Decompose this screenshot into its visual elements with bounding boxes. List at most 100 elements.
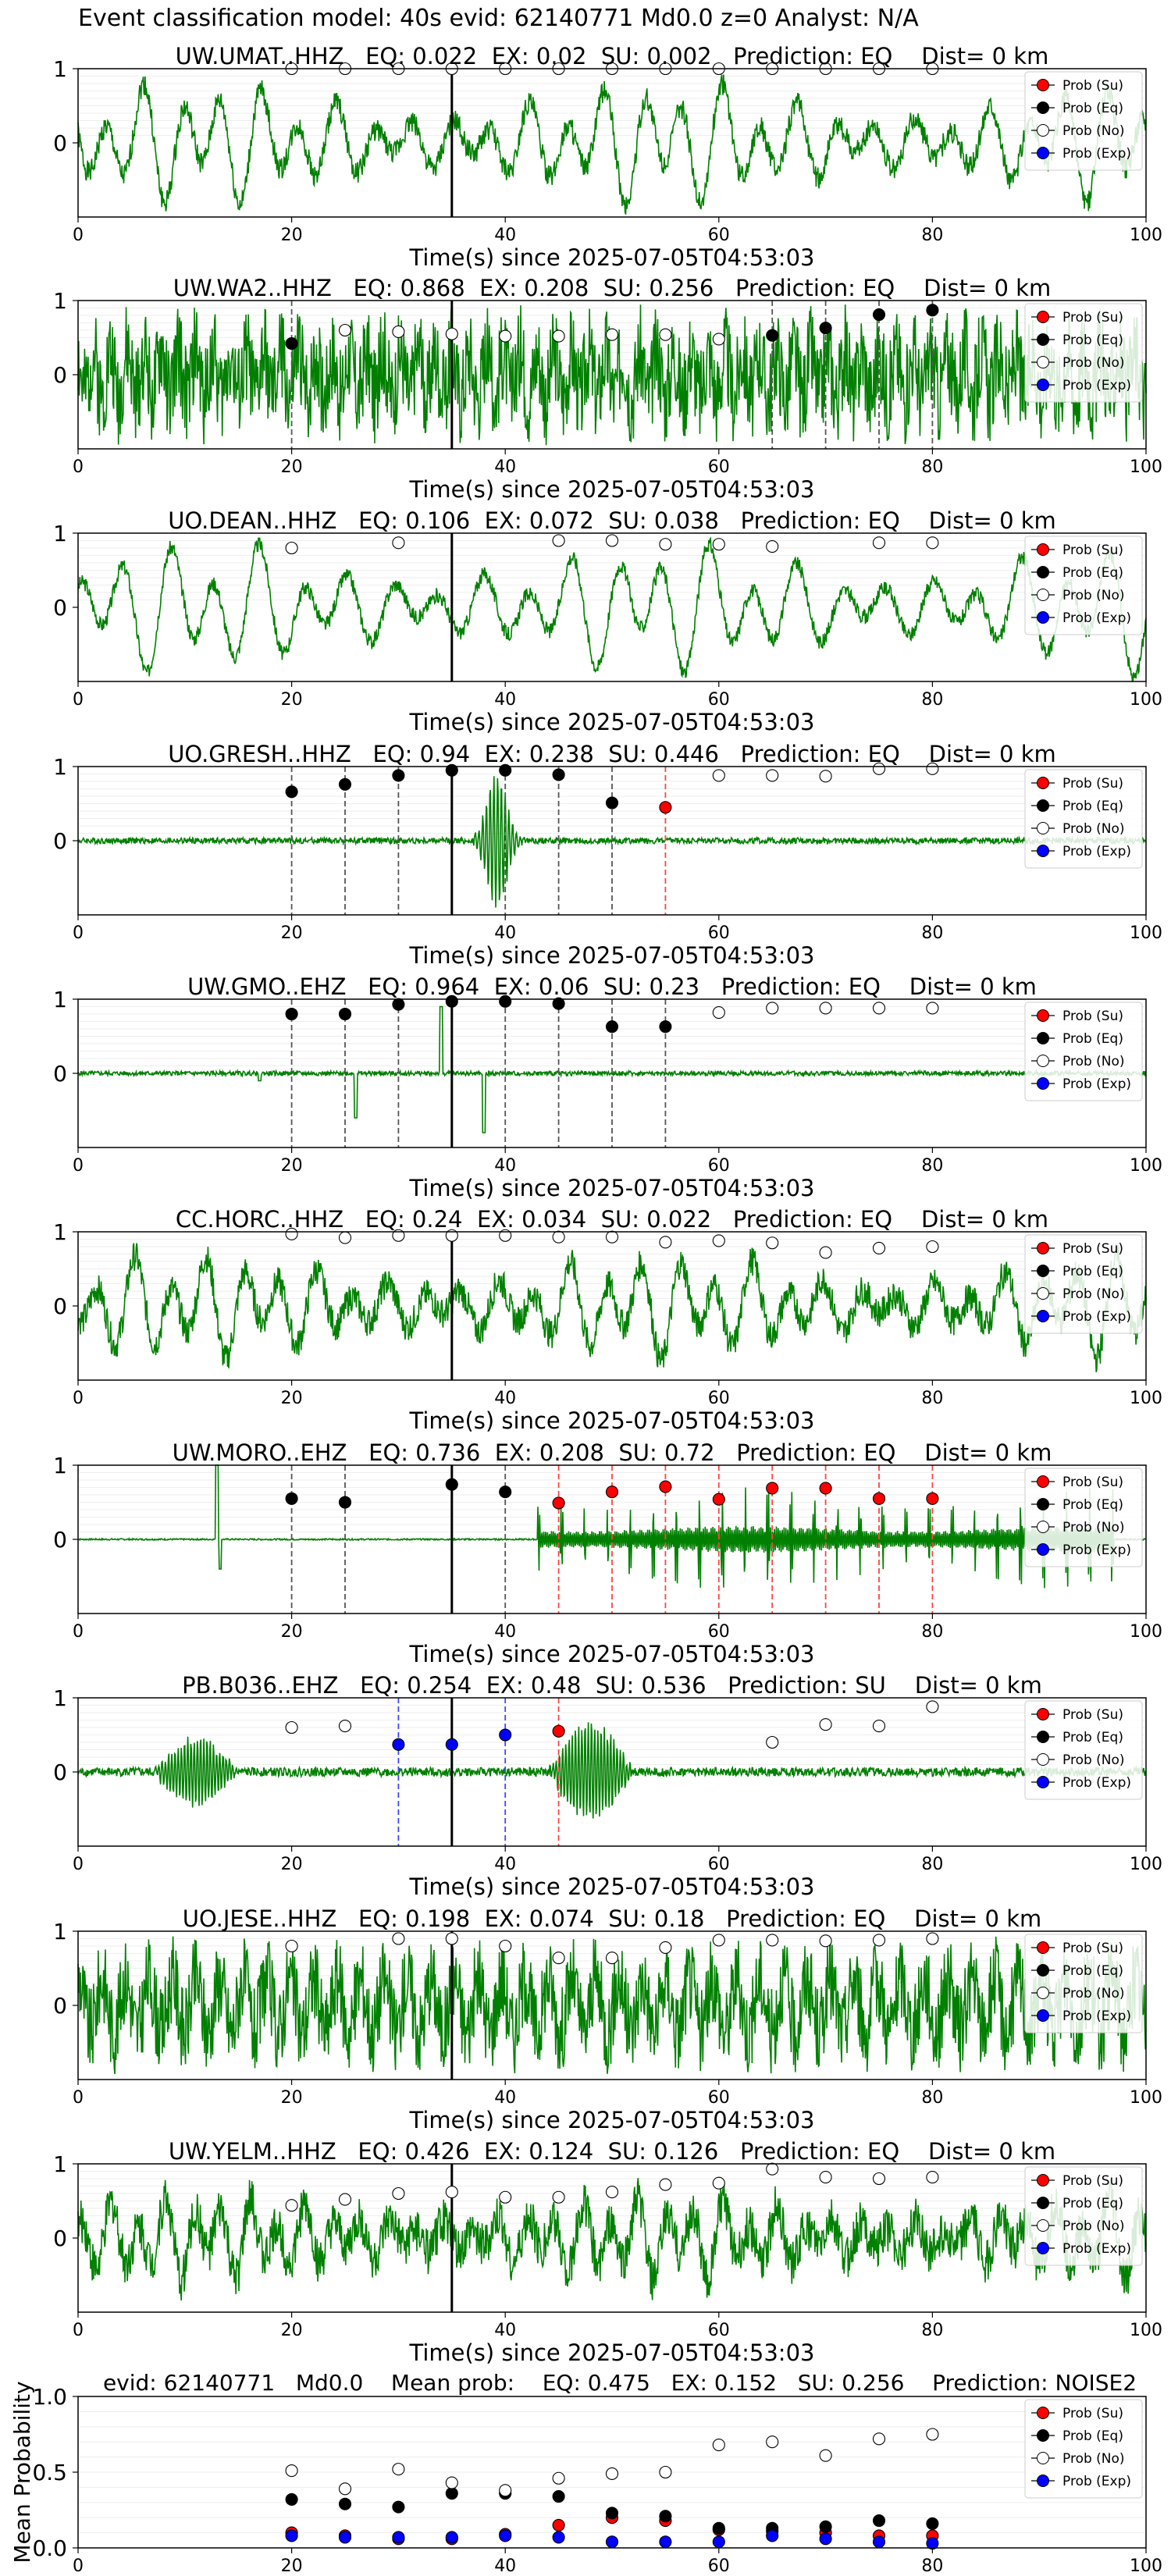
prob-marker-no [712,769,725,782]
x-tick-label: 40 [494,2088,516,2108]
legend-marker-eq [1037,1498,1049,1510]
legend-marker-no [1037,2452,1049,2464]
prob-marker-no [819,770,832,783]
mean-marker-eq [872,2514,886,2528]
mean-marker-exp [552,2531,565,2544]
legend-marker-no [1037,1287,1049,1300]
mean-marker-exp [392,2531,405,2544]
legend-marker-no [1037,2219,1049,2232]
legend-marker-eq [1037,799,1049,812]
legend-entry: Prob (No) [1062,588,1125,603]
x-tick-label: 40 [494,1389,516,1408]
panel-title: PB.B036..EHZ EQ: 0.254 EX: 0.48 SU: 0.53… [182,1672,1042,1699]
x-tick-label: 100 [1130,2088,1162,2108]
x-tick-label: 80 [921,1156,943,1176]
prob-marker-no [392,1229,405,1242]
legend-marker-eq [1037,1032,1049,1044]
legend-marker-eq [1037,2197,1049,2209]
prob-marker-no [552,2190,565,2204]
prob-marker-su [605,1485,619,1499]
prob-marker-su [872,1492,886,1505]
legend-entry: Prob (Exp) [1062,1076,1131,1092]
x-tick-label: 80 [921,2321,943,2340]
prob-marker-no [659,538,672,551]
prob-marker-no [872,2172,886,2186]
prob-marker-no [872,536,886,550]
prob-marker-no [819,2171,832,2184]
legend-box [1024,1934,1143,2033]
legend-entry: Prob (Su) [1062,1009,1123,1024]
prob-marker-no [712,538,725,551]
y-axis-label: Mean Probability [9,2381,35,2563]
x-tick-label: 0 [73,1622,84,1642]
legend-entry: Prob (Exp) [1062,2474,1131,2489]
mean-marker-no [605,2467,619,2480]
legend-entry: Prob (Exp) [1062,378,1131,393]
prob-marker-eq [499,763,512,777]
waveform-trace [77,304,1147,446]
legend-entry: Prob (No) [1062,2451,1125,2467]
mean-marker-su [552,2518,565,2532]
x-tick-label: 20 [281,923,303,943]
prob-marker-no [499,329,512,343]
legend-entry: Prob (Su) [1062,2406,1123,2421]
legend-entry: Prob (Eq) [1062,101,1123,116]
legend-box [1024,1002,1143,1101]
legend-marker-eq [1037,1731,1049,1743]
x-tick-label: 20 [281,1389,303,1408]
mean-marker-exp [766,2529,779,2542]
mean-marker-eq [926,2517,939,2531]
y-tick-label: 0 [53,1061,67,1087]
waveform-trace [77,1722,1147,1819]
prob-marker-no [926,536,939,550]
prob-marker-no [926,1932,939,1945]
legend-marker-exp [1037,2242,1049,2254]
legend-marker-su [1037,1475,1049,1488]
legend-entry: Prob (Su) [1062,310,1123,326]
legend-entry: Prob (Exp) [1062,844,1131,859]
y-tick-label: 1 [53,288,67,314]
prob-marker-eq [392,998,405,1011]
mean-marker-eq [659,2510,672,2523]
x-tick-label: 60 [708,457,730,477]
prob-marker-no [712,1934,725,1947]
legend-entry: Prob (Exp) [1062,2241,1131,2257]
prob-marker-no [712,1234,725,1247]
prob-marker-no [659,2178,672,2191]
prob-marker-exp [445,1738,458,1751]
legend-entry: Prob (Su) [1062,1241,1123,1257]
x-tick-label: 0 [73,923,84,943]
legend-entry: Prob (Eq) [1062,2428,1123,2444]
legend-marker-exp [1037,147,1049,159]
waveform-trace [77,2178,1147,2301]
x-tick-label: 0 [73,2321,84,2340]
legend-entry: Prob (Eq) [1062,1497,1123,1513]
x-tick-label: 0 [73,690,84,710]
x-tick-label: 20 [281,1156,303,1176]
legend-box [1024,1700,1143,1800]
mean-marker-exp [819,2532,832,2546]
legend-marker-no [1037,356,1049,368]
prob-marker-su [659,1480,672,1493]
legend-entry: Prob (Exp) [1062,146,1131,162]
prob-marker-eq [872,308,886,322]
x-tick-label: 100 [1130,1389,1162,1408]
x-axis-label: Time(s) since 2025-07-05T04:53:03 [409,476,815,503]
legend-marker-su [1037,311,1049,323]
waveform-trace [77,74,1147,215]
legend-marker-no [1037,1753,1049,1766]
prob-marker-no [766,540,779,553]
x-tick-label: 40 [494,690,516,710]
legend-marker-eq [1037,1964,1049,1976]
legend-entry: Prob (No) [1062,1286,1125,1302]
mean-marker-exp [499,2529,512,2542]
y-tick-label: 1 [53,2151,67,2177]
y-tick-label: 0 [53,130,67,156]
prob-marker-no [605,534,619,547]
mean-marker-eq [338,2497,352,2510]
mean-marker-eq [285,2492,298,2506]
legend-entry: Prob (No) [1062,123,1125,139]
prob-marker-su [659,801,672,814]
